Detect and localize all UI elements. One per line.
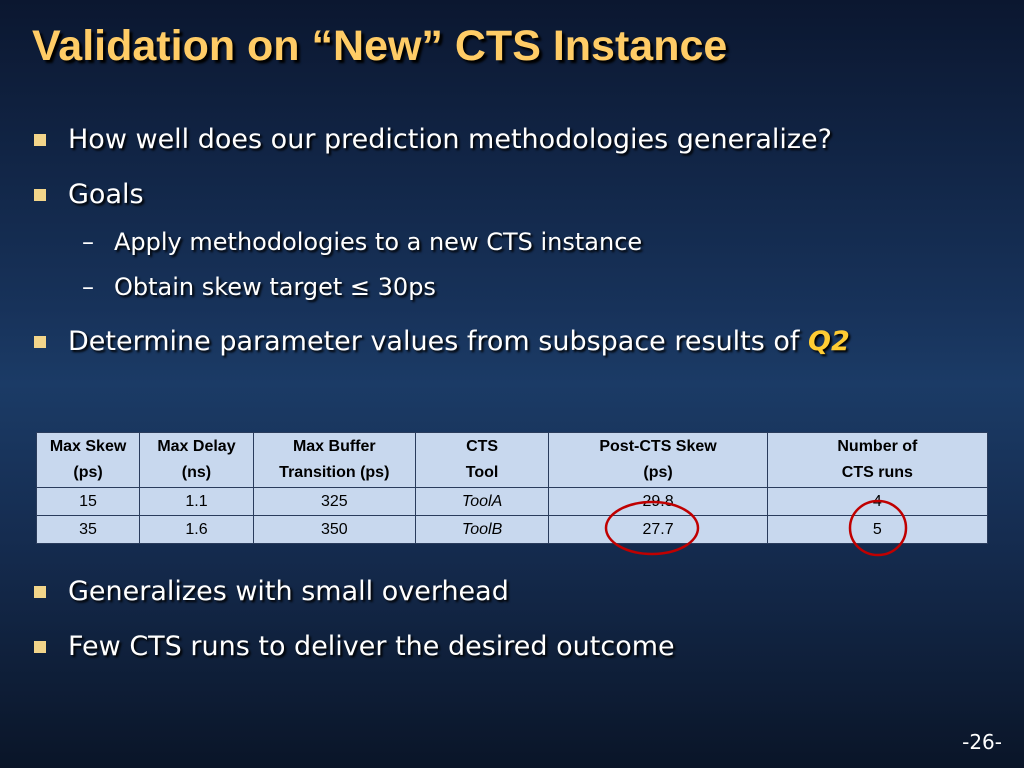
header-line: Tool [465,464,499,481]
table-cell: 5 [766,515,989,544]
header-line: (ps) [73,464,103,481]
table-cell: 27.7 [548,515,768,544]
table-row: 15 1.1 325 ToolA 29.8 4 [35,487,989,516]
header-line: CTS runs [841,464,913,481]
bullet-marker [34,641,46,653]
bullet: Determine parameter values from subspace… [68,325,850,359]
table-row: 35 1.6 350 ToolB 27.7 5 [35,515,989,544]
header-line: Max Skew [49,438,127,455]
header-line: (ps) [643,464,673,481]
sub-bullet: Apply methodologies to a new CTS instanc… [114,228,643,256]
slide-title: Validation on “New” CTS Instance [32,22,728,70]
highlight-circle [848,499,908,557]
header-line: Max Buffer [292,438,376,455]
bullet: How well does our prediction methodologi… [68,124,832,155]
header-row: Max Skew (ps) Max Delay (ns) Max Buffer Trans… [35,432,989,488]
bullet: Goals [68,179,144,210]
table-cell: 35 [35,515,141,544]
bullet-marker [34,189,46,201]
header-line: Max Delay [157,438,236,455]
header-cell: Number of CTS runs [766,432,989,488]
table-cell: 1.1 [139,487,254,516]
bullet: Generalizes with small overhead [68,576,509,607]
sub-bullet-marker: – [82,228,94,256]
header-cell: CTS Tool [414,432,550,488]
table-cell: 1.6 [139,515,254,544]
header-cell: Max Buffer Transition (ps) [252,432,416,488]
results-table: Max Skew (ps) Max Delay (ns) Max Buffer Trans… [35,432,989,544]
table-cell: 350 [252,515,416,544]
page-number: -26- [962,730,1002,754]
table-cell: ToolB [414,515,550,544]
bullet-marker [34,586,46,598]
header-line: CTS [466,438,499,455]
table-cell: 15 [35,487,141,516]
header-line: (ns) [181,464,212,481]
bullet-marker [34,336,46,348]
bullet: Few CTS runs to deliver the desired outc… [68,631,675,662]
bullet-text: Determine parameter values from subspace… [68,326,809,357]
header-line: Post-CTS Skew [599,438,717,455]
emphasis: Q2 [808,326,850,357]
header-cell: Max Delay (ns) [139,432,254,488]
sub-bullet-marker: – [82,273,94,301]
header-cell: Post-CTS Skew (ps) [548,432,768,488]
header-cell: Max Skew (ps) [35,432,141,488]
sub-bullet: Obtain skew target ≤ 30ps [114,273,436,301]
highlight-circle [604,500,700,556]
header-line: Transition (ps) [279,464,390,481]
bullet-marker [34,134,46,146]
table-cell: 325 [252,487,416,516]
header-line: Number of [837,438,918,455]
